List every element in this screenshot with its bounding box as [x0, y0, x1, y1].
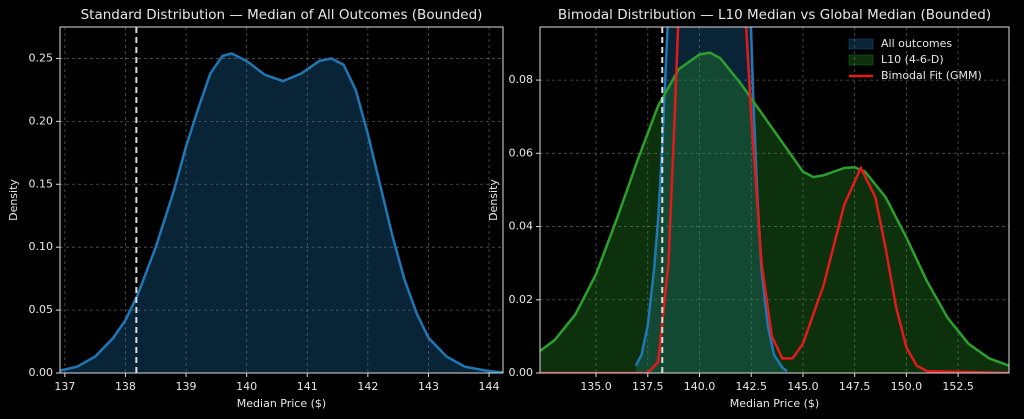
y-tick-label: 0.15	[29, 177, 54, 190]
x-tick-label: 152.5	[942, 380, 974, 393]
y-tick-label: 0.20	[29, 114, 54, 127]
x-tick-label: 144	[479, 380, 500, 393]
area-fill	[540, 52, 1009, 373]
x-tick-label: 140.0	[684, 380, 716, 393]
axes-frame	[59, 26, 504, 374]
plot-area	[60, 27, 503, 373]
chart-title: Bimodal Distribution — L10 Median vs Glo…	[558, 7, 991, 23]
legend-swatch	[848, 54, 874, 66]
x-tick-label: 135.0	[580, 380, 612, 393]
y-axis-label: Density	[7, 179, 20, 221]
x-tick-label: 141	[297, 380, 318, 393]
y-tick-label: 0.00	[29, 366, 54, 379]
density-line	[540, 27, 1009, 373]
density-line	[540, 51, 1009, 367]
x-tick-label: 147.5	[839, 380, 871, 393]
x-tick-label: 138	[115, 380, 136, 393]
x-tick-label: 137	[54, 380, 75, 393]
area-fill	[60, 53, 503, 373]
x-tick-label: 139	[176, 380, 197, 393]
y-tick-label: 0.04	[509, 220, 534, 233]
legend-label: Bimodal Fit (GMM)	[881, 69, 982, 82]
x-tick-label: 142	[357, 380, 378, 393]
x-tick-label: 140	[236, 380, 257, 393]
x-tick-label: 150.0	[891, 380, 923, 393]
y-tick-label: 0.25	[29, 51, 54, 64]
y-tick-label: 0.00	[509, 366, 534, 379]
y-tick-label: 0.10	[29, 240, 54, 253]
y-tick-label: 0.08	[509, 73, 534, 86]
axes-frame	[539, 26, 1010, 374]
legend-label: L10 (4-6-D)	[881, 53, 944, 66]
x-axis-label: Median Price ($)	[237, 397, 326, 410]
plot-area	[540, 27, 1009, 373]
x-tick-label: 137.5	[632, 380, 664, 393]
y-tick-label: 0.05	[29, 303, 54, 316]
legend-label: All outcomes	[881, 37, 952, 50]
y-tick-label: 0.02	[509, 293, 534, 306]
x-axis-label: Median Price ($)	[730, 397, 819, 410]
y-axis-label: Density	[487, 179, 500, 221]
density-line	[60, 52, 503, 373]
y-tick-label: 0.06	[509, 146, 534, 159]
x-tick-label: 142.5	[735, 380, 767, 393]
chart: Standard Distribution — Median of All Ou…	[7, 7, 504, 410]
chart: Bimodal Distribution — L10 Median vs Glo…	[487, 7, 1010, 410]
chart-title: Standard Distribution — Median of All Ou…	[81, 7, 483, 23]
x-tick-label: 145.0	[787, 380, 819, 393]
legend-swatch	[848, 38, 874, 50]
x-tick-label: 143	[418, 380, 439, 393]
